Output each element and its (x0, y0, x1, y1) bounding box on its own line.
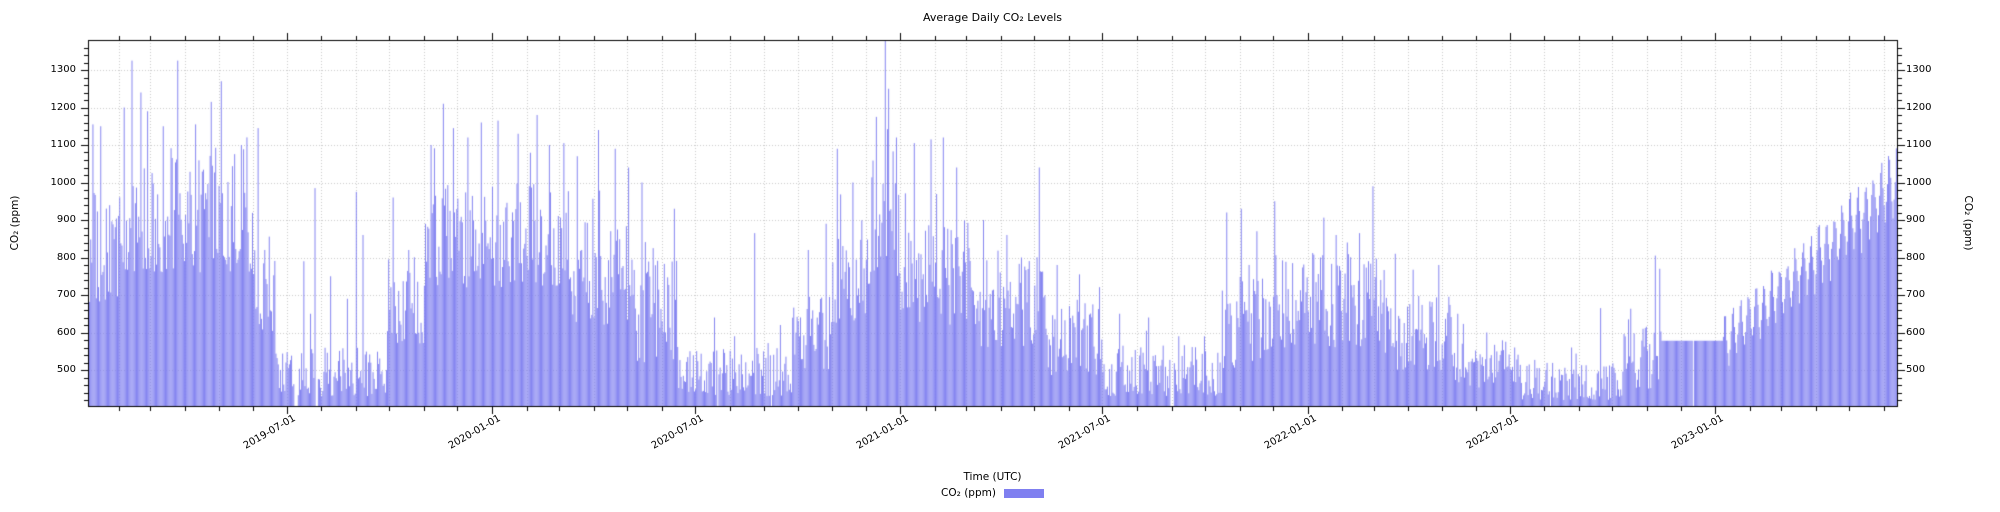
y-axis-label-right: CO₂ (ppm) (1962, 195, 1974, 251)
y-axis-label-left: CO₂ (ppm) (9, 195, 21, 251)
legend: CO₂ (ppm) (88, 487, 1897, 499)
legend-swatch (1003, 488, 1044, 498)
chart-title: Average Daily CO₂ Levels (922, 11, 1062, 24)
x-axis-label: Time (UTC) (963, 471, 1022, 483)
legend-label: CO₂ (ppm) (941, 487, 996, 499)
